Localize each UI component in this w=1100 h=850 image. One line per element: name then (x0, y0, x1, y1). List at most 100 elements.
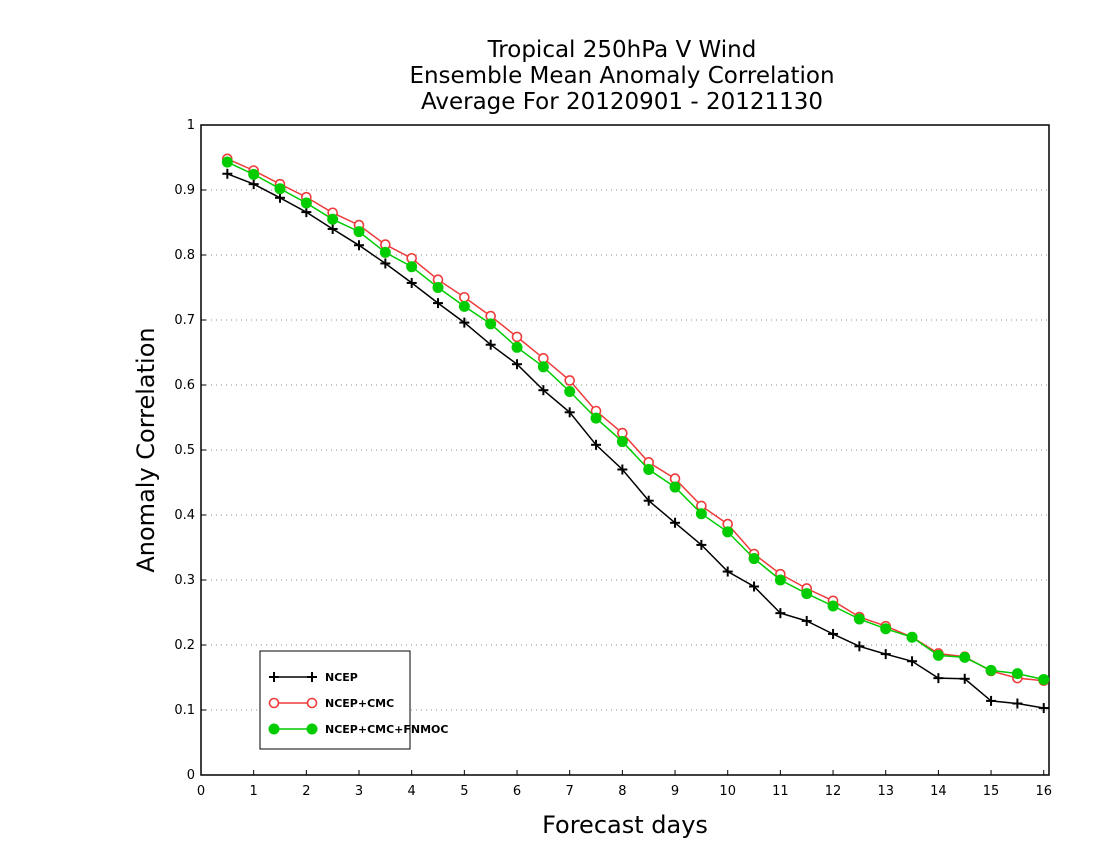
x-tick-label: 1 (250, 784, 258, 799)
data-point (959, 651, 971, 663)
data-point (643, 495, 654, 506)
data-point (828, 628, 839, 639)
x-tick-label: 11 (772, 784, 789, 799)
data-point (221, 156, 233, 168)
x-tick-label: 13 (877, 784, 894, 799)
data-point (853, 613, 865, 625)
y-tick-label: 0.5 (174, 443, 195, 458)
data-point (248, 168, 260, 180)
data-point (432, 282, 444, 293)
data-point (933, 673, 944, 684)
legend-marker-end (307, 672, 317, 682)
data-point (854, 641, 865, 652)
data-point (880, 623, 892, 635)
x-tick-label: 14 (930, 784, 947, 799)
legend-item: NCEP+CMC+FNMOC (268, 723, 448, 736)
x-tick-label: 10 (719, 784, 736, 799)
x-axis-title: Forecast days (542, 811, 708, 839)
data-point (459, 291, 470, 303)
legend-marker-end (306, 697, 318, 709)
data-point (248, 179, 259, 190)
data-point (406, 277, 417, 288)
x-tick-label: 4 (408, 784, 416, 799)
legend: NCEP NCEP+CMC NCEP+CMC+FNMOC (259, 650, 448, 750)
data-point (274, 183, 286, 195)
data-point (380, 258, 391, 269)
title-line-1: Tropical 250hPa V Wind (487, 37, 757, 63)
series-2 (222, 153, 1050, 687)
y-tick-label: 0.1 (174, 703, 195, 718)
legend-label: NCEP (325, 671, 358, 684)
data-point (275, 192, 286, 203)
data-point (327, 224, 338, 234)
y-tick-label: 0.6 (174, 378, 195, 393)
data-point (433, 298, 444, 309)
legend-box (259, 650, 411, 750)
data-point (880, 649, 891, 660)
data-point (485, 339, 496, 350)
data-point (538, 385, 549, 396)
x-tick-label: 0 (197, 784, 205, 799)
data-point (353, 226, 365, 238)
x-tick-label: 3 (355, 784, 363, 799)
data-point (564, 386, 576, 397)
data-point (906, 631, 918, 643)
title-line-3: Average For 20120901 - 20121130 (421, 89, 823, 115)
y-axis: 0 0.1 0.2 0.3 0.4 0.5 0.6 0.7 0.8 0.9 1 (174, 118, 206, 783)
legend-marker-start (268, 723, 280, 735)
data-point (590, 412, 602, 424)
data-point (591, 439, 602, 450)
data-point (801, 588, 813, 600)
legend-label: NCEP+CMC (325, 697, 394, 710)
chart-title: Tropical 250hPa V Wind Ensemble Mean Ano… (409, 37, 834, 115)
data-point (696, 539, 707, 550)
legend-marker-end (306, 723, 318, 735)
x-tick-label: 16 (1035, 784, 1052, 799)
data-point (1012, 698, 1023, 709)
legend-item: NCEP (269, 671, 358, 684)
data-point (748, 553, 760, 565)
data-point (1011, 668, 1023, 680)
data-point (511, 331, 523, 343)
y-axis-title: Anomaly Correlation (132, 327, 160, 572)
data-point (327, 213, 339, 225)
data-point (695, 508, 707, 520)
data-point (774, 574, 786, 586)
data-point (749, 581, 760, 592)
data-point (301, 207, 312, 218)
data-point (827, 600, 839, 612)
y-tick-label: 0.8 (174, 248, 195, 263)
data-point (907, 656, 918, 667)
data-point (801, 615, 812, 626)
x-tick-label: 12 (825, 784, 842, 799)
data-point (300, 197, 312, 209)
legend-items: NCEP NCEP+CMC NCEP+CMC+FNMOC (268, 671, 448, 736)
data-point (985, 664, 997, 676)
series-layer (221, 153, 1050, 714)
data-point (564, 375, 575, 386)
y-tick-label: 0.4 (174, 508, 195, 523)
legend-item: NCEP+CMC (268, 697, 394, 710)
x-axis: 0 1 2 3 4 5 6 7 8 9 10 11 12 13 14 15 16 (197, 770, 1052, 799)
y-tick-label: 0.9 (174, 183, 195, 198)
title-line-2: Ensemble Mean Anomaly Correlation (409, 63, 834, 89)
data-point (617, 464, 628, 475)
data-point (722, 566, 733, 577)
data-point (670, 517, 681, 528)
series-3 (221, 156, 1050, 685)
data-point (1038, 673, 1050, 685)
x-tick-label: 6 (513, 784, 521, 799)
x-tick-label: 15 (983, 784, 1000, 799)
data-point (669, 481, 681, 493)
data-point (986, 695, 997, 706)
x-tick-label: 9 (671, 784, 679, 799)
legend-marker-start (269, 672, 279, 682)
legend-marker-start (268, 697, 280, 709)
data-point (1038, 703, 1049, 714)
data-point (222, 168, 233, 179)
y-tick-label: 1 (187, 118, 195, 133)
data-point (722, 526, 734, 538)
legend-label: NCEP+CMC+FNMOC (325, 723, 448, 736)
data-point (959, 673, 970, 684)
